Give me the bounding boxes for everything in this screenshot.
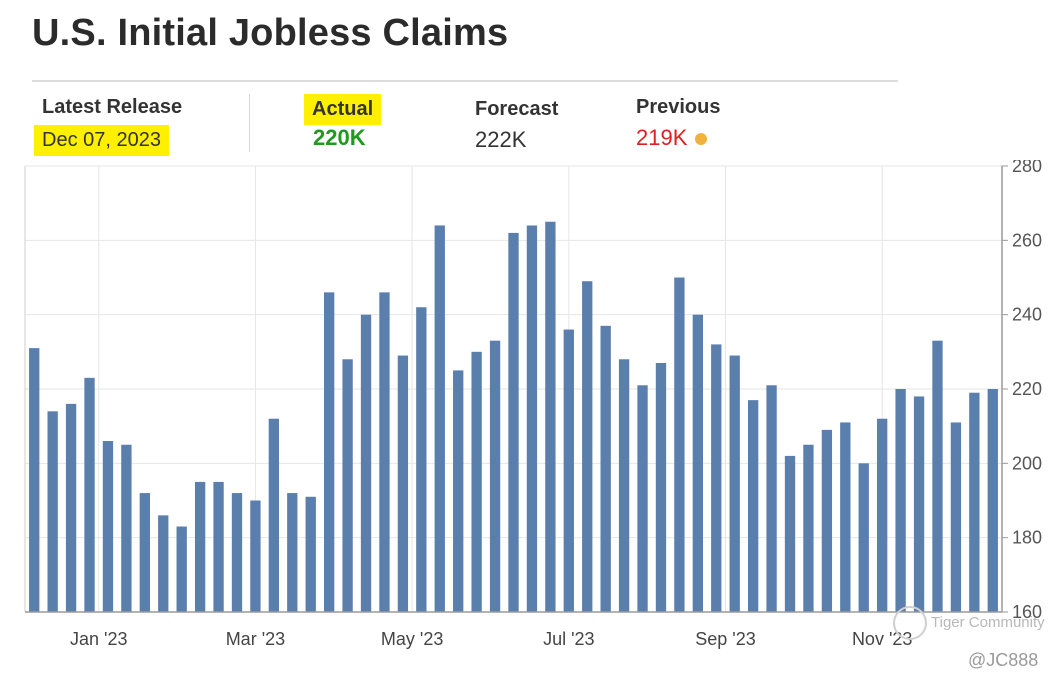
forecast-label: Forecast [475,98,559,120]
bar [858,463,869,612]
tiger-logo-icon [893,606,927,640]
page-title: U.S. Initial Jobless Claims [32,12,509,54]
bar [803,444,814,612]
title-divider [32,80,898,82]
bar [526,225,538,612]
previous-block: Previous 219K [636,96,720,151]
forecast-block: Forecast 222K [475,98,558,153]
bar [397,355,409,612]
bar [692,314,703,612]
bar [324,292,335,612]
bar [47,411,58,612]
bar [508,232,519,612]
bar [158,515,169,612]
bar [563,329,574,612]
bar [29,348,40,612]
bar [139,493,150,612]
previous-label: Previous [636,96,721,118]
previous-indicator-dot [695,133,708,146]
watermark-text: Tiger Community [931,613,1045,631]
bar [250,500,261,612]
bar [545,221,556,612]
bar [231,493,243,612]
bar [655,362,667,612]
bar [453,370,464,612]
bar [821,429,833,612]
bar [434,225,445,612]
y-tick-label: 260 [1012,230,1042,250]
bar [840,422,851,612]
bar [582,281,593,612]
actual-block: Actual 220K [304,94,382,151]
bar [932,340,943,612]
bar [213,481,224,612]
bar [84,377,95,612]
x-tick-label: May '23 [381,629,443,649]
bar [784,455,796,612]
y-tick-label: 160 [1012,602,1042,622]
bar [766,385,777,612]
actual-label: Actual [304,94,382,125]
bar [950,422,962,612]
bar [711,344,722,612]
y-tick-label: 180 [1012,528,1042,548]
latest-release-label: Latest Release [42,96,183,118]
jobless-claims-bar-chart: 160 180 200 220 240 260 280 Jan '23 Mar '23 May '… [24,160,1042,649]
bar [121,444,132,612]
forecast-value: 222K [475,127,527,152]
x-tick-label: Jul '23 [543,629,594,649]
bar [305,496,316,612]
previous-value: 219K [636,125,688,150]
bar [379,292,390,612]
bar [913,396,925,612]
actual-value: 220K [313,125,366,150]
y-tick-label: 240 [1012,305,1042,325]
y-tick-label: 200 [1012,453,1042,473]
x-tick-label: Mar '23 [226,629,285,649]
bar [600,325,611,612]
bar [618,359,630,612]
y-tick-label: 220 [1012,379,1042,399]
bar [268,418,280,612]
bar [360,314,372,612]
x-tick-label: Jan '23 [70,629,127,649]
bar [194,481,206,612]
bar [637,385,648,612]
bar [471,351,482,612]
bar [287,493,298,612]
bar [342,359,353,612]
bar [877,418,888,612]
bar [729,355,740,612]
bar [102,441,114,612]
bar [176,526,187,612]
bar [747,400,759,612]
watermark: Tiger Community [893,606,1045,640]
latest-release-block: Latest Release Dec 07, 2023 [34,96,182,156]
y-tick-label: 280 [1012,160,1042,176]
bar [489,340,501,612]
bar [969,392,980,612]
latest-release-value: Dec 07, 2023 [34,125,169,156]
bar [65,403,77,612]
bar [987,389,998,612]
watermark-handle: @JC888 [968,650,1039,670]
x-tick-label: Sep '23 [695,629,756,649]
bar [674,277,685,612]
bar [895,389,906,612]
stats-divider [249,94,250,152]
bar [416,307,427,612]
